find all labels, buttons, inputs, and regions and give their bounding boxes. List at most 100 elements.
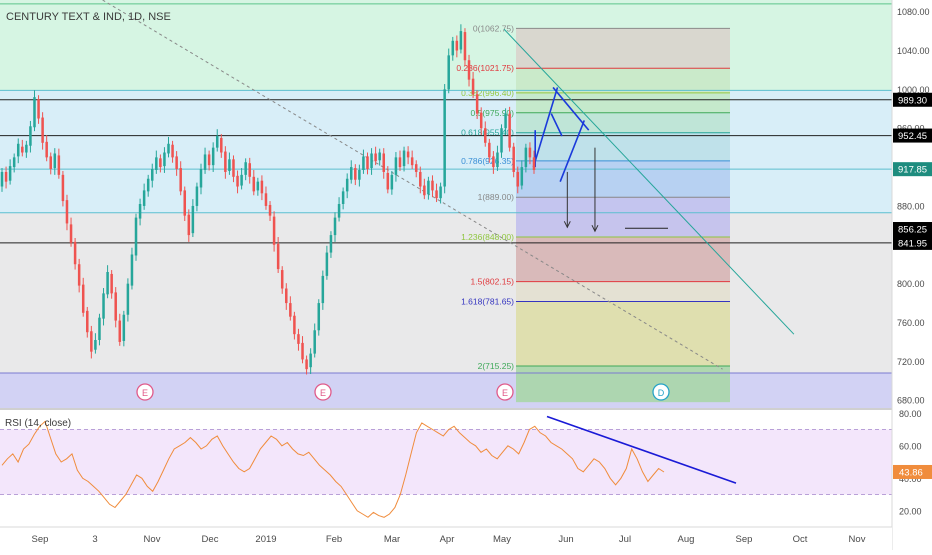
candle-body-113: [459, 31, 463, 50]
rsi-title: RSI (14, close): [5, 418, 71, 429]
time-tick-label: Oct: [793, 534, 808, 545]
candle-body-20: [81, 284, 85, 313]
candle-body-129: [524, 147, 528, 168]
candle-body-41: [167, 143, 170, 154]
candle-body-131: [532, 157, 536, 170]
candle-body-13: [53, 153, 57, 169]
fib-level-label-0.618: 0.618(955.40): [461, 128, 514, 138]
rsi-line[interactable]: [1, 420, 665, 518]
candle-body-56: [228, 159, 231, 171]
candle-body-97: [394, 157, 398, 175]
fib-band-0.236: [516, 68, 730, 93]
price-tick-label: 680.00: [897, 396, 925, 406]
candle-body-48: [195, 186, 199, 206]
price-zone-0: [0, 0, 892, 91]
time-tick-label: Sep: [32, 534, 49, 545]
price-tag-label: 952.45: [898, 131, 927, 142]
candle-body-79: [321, 275, 325, 304]
candle-body-75: [305, 359, 308, 370]
fib-band-0.618: [516, 132, 730, 161]
candle-body-112: [455, 40, 459, 51]
price-tick-label: 720.00: [897, 357, 925, 367]
candle-body-128: [520, 167, 524, 186]
candle-body-52: [211, 147, 215, 166]
candle-body-100: [406, 151, 410, 158]
candle-body-47: [191, 205, 195, 234]
candle-body-106: [431, 180, 434, 191]
fib-band-0.786: [516, 160, 730, 198]
trend-line-5[interactable]: [550, 113, 563, 137]
candle-body-92: [374, 153, 377, 162]
event-marker-e-icon[interactable]: [136, 383, 154, 401]
trend-line-1[interactable]: [503, 28, 795, 335]
candle-body-80: [325, 252, 329, 276]
candle-body-45: [183, 190, 187, 216]
price-tick-label: 880.00: [897, 201, 925, 211]
pane-divider[interactable]: [0, 408, 892, 410]
fib-level-label-0.786: 0.786(926.35): [461, 156, 514, 166]
trend-lines[interactable]: [102, 0, 795, 370]
candle-body-86: [349, 167, 353, 180]
candle-body-95: [386, 172, 390, 190]
candle-body-124: [504, 113, 507, 129]
rsi-band: [0, 429, 892, 495]
fib-level-label-1.5: 1.5(802.15): [471, 277, 515, 287]
candle-body-31: [126, 283, 130, 315]
chart-title: CENTURY TEXT & IND, 1D, NSE: [6, 11, 171, 23]
trend-line-0[interactable]: [102, 0, 723, 370]
candle-body-7: [29, 126, 32, 146]
candle-body-121: [492, 156, 495, 168]
time-axis[interactable]: [0, 527, 892, 550]
price-tag-label: 917.85: [898, 165, 927, 176]
event-marker-e-icon[interactable]: [496, 383, 514, 401]
price-tick-label: 800.00: [897, 279, 925, 289]
candle-body-1: [4, 171, 8, 182]
candle-body-94: [382, 153, 385, 172]
event-marker-label: E: [502, 388, 508, 398]
candle-body-46: [187, 214, 191, 236]
candle-body-71: [289, 303, 292, 317]
candle-body-122: [496, 152, 499, 168]
candle-body-96: [390, 174, 394, 190]
fibonacci-extension[interactable]: 0(1062.75) 0.236(1021.75) 0.382(996.40) 0.5…: [456, 23, 730, 403]
candle-body-99: [402, 150, 406, 167]
candle-body-84: [341, 191, 345, 204]
fib-level-label-0.5: 0.5(975.90): [471, 108, 515, 118]
candle-body-39: [159, 158, 162, 168]
candle-body-101: [410, 157, 414, 166]
candle-body-65: [264, 193, 268, 206]
fib-band-0: [516, 28, 730, 69]
price-tag-label: 989.30: [898, 95, 927, 106]
candle-body-87: [354, 168, 357, 180]
price-axis[interactable]: [892, 0, 932, 550]
candle-body-78: [317, 303, 321, 331]
candle-body-66: [268, 204, 272, 216]
trend-line-3[interactable]: [559, 120, 586, 182]
price-tag-bg: [893, 162, 932, 177]
event-marker-d-icon[interactable]: [652, 383, 670, 401]
trend-line-2[interactable]: [532, 87, 559, 168]
candle-body-82: [333, 217, 337, 236]
candle-body-10: [41, 117, 44, 143]
price-tag-bg: [893, 128, 932, 143]
fib-band-2: [516, 365, 730, 403]
candle-body-5: [21, 146, 24, 153]
candle-body-42: [171, 144, 174, 158]
event-marker-e-icon[interactable]: [314, 383, 332, 401]
candle-body-38: [155, 157, 158, 170]
rsi-trend-line[interactable]: [546, 415, 737, 484]
candle-body-115: [467, 60, 471, 80]
candle-body-15: [61, 174, 65, 202]
candle-body-36: [146, 178, 150, 192]
candle-body-51: [207, 154, 211, 166]
candle-body-49: [199, 169, 203, 188]
trend-line-6[interactable]: [552, 86, 590, 131]
candle-body-2: [8, 166, 12, 181]
time-tick-label: May: [493, 534, 511, 545]
time-tick-label: Apr: [440, 534, 455, 545]
candle-body-8: [33, 97, 36, 128]
